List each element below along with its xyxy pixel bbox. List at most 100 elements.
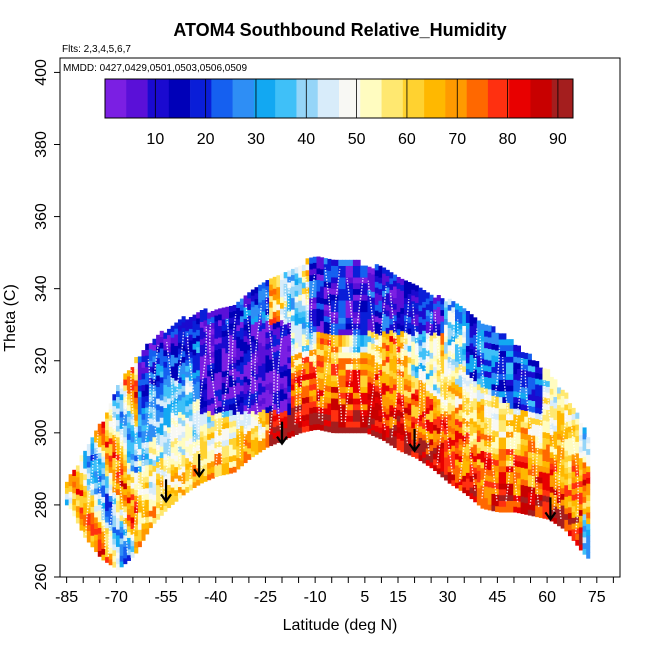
heat-cell <box>90 437 95 444</box>
heat-cell <box>163 349 168 357</box>
heat-cell <box>272 311 277 318</box>
heat-cell <box>465 351 470 358</box>
heat-cell <box>393 343 398 350</box>
heat-cell <box>272 421 277 428</box>
heat-cell <box>567 512 573 519</box>
heat-cell <box>378 404 383 411</box>
heat-cell <box>94 488 99 495</box>
heat-cell <box>462 389 467 396</box>
heat-cell <box>560 464 565 471</box>
heat-cell <box>444 474 449 481</box>
heat-cell <box>210 460 215 468</box>
heat-cell <box>301 345 306 352</box>
heat-cell <box>491 326 496 333</box>
heat-cell <box>407 351 412 358</box>
heat-cell <box>465 397 470 404</box>
heat-cell <box>480 433 485 440</box>
heat-cell <box>250 352 255 360</box>
heat-cell <box>491 487 496 494</box>
heat-cell <box>393 378 398 385</box>
heat-cell <box>141 436 146 443</box>
heat-cell <box>145 482 150 489</box>
heat-cell <box>469 435 474 442</box>
heat-cell <box>411 352 416 359</box>
heat-cell <box>575 516 580 523</box>
heat-cell <box>549 474 554 482</box>
heat-cell <box>560 487 565 494</box>
heat-cell <box>185 457 190 464</box>
heat-cell <box>225 404 230 411</box>
heat-cell <box>429 294 434 301</box>
heat-cell <box>393 274 398 281</box>
colorbar-swatch <box>360 79 382 118</box>
heat-cell <box>374 287 379 294</box>
heat-cell <box>214 407 219 414</box>
heat-cell <box>134 530 139 537</box>
heat-cell <box>586 465 591 473</box>
heat-cell <box>422 353 427 360</box>
heat-cell <box>119 526 124 533</box>
heat-cell <box>520 357 525 365</box>
heat-cell <box>516 466 521 473</box>
heat-cell <box>331 403 336 411</box>
heat-cell <box>352 346 357 353</box>
heat-cell <box>323 292 328 299</box>
heat-cell <box>145 389 150 397</box>
heat-cell <box>498 425 503 432</box>
heat-cell <box>156 404 161 411</box>
heat-cell <box>316 343 321 350</box>
heat-cell <box>250 301 255 308</box>
heat-cell <box>247 378 252 385</box>
heat-cell <box>228 346 234 353</box>
heat-cell <box>516 368 521 375</box>
heat-cell <box>352 323 357 330</box>
heat-cell <box>265 320 270 327</box>
heat-cell <box>557 410 562 417</box>
colorbar-swatch <box>509 79 531 118</box>
heat-cell <box>425 413 430 420</box>
heat-cell <box>101 490 106 498</box>
heat-cell <box>473 455 478 462</box>
heat-cell <box>465 345 470 352</box>
heat-cell <box>112 394 117 401</box>
heat-cell <box>440 355 445 363</box>
heat-cell <box>538 500 543 507</box>
heat-cell <box>433 447 438 454</box>
heat-cell <box>327 380 332 387</box>
heat-cell <box>411 295 416 302</box>
heat-cell <box>535 361 540 368</box>
heat-cell <box>542 437 547 444</box>
heat-cell <box>411 439 416 446</box>
heat-cell <box>422 359 427 366</box>
heat-cell <box>312 377 317 384</box>
heat-cell <box>301 385 306 393</box>
heat-cell <box>141 465 146 472</box>
heat-cell <box>527 405 532 412</box>
heat-cell <box>280 302 285 309</box>
heat-cell <box>181 431 186 438</box>
heat-cell <box>269 376 274 383</box>
heat-cell <box>126 468 131 475</box>
heat-cell <box>320 291 325 299</box>
heat-cell <box>524 485 529 492</box>
heat-cell <box>192 383 197 390</box>
heat-cell <box>156 409 161 416</box>
heat-cell <box>294 371 299 378</box>
heat-cell <box>250 358 255 365</box>
heat-cell <box>356 259 361 266</box>
heat-cell <box>367 347 372 354</box>
heat-cell <box>436 387 441 394</box>
heat-cell <box>232 379 237 387</box>
heat-cell <box>458 323 463 330</box>
heat-cell <box>403 395 408 402</box>
heat-cell <box>148 435 153 442</box>
heat-cell <box>414 302 419 309</box>
heat-cell <box>203 435 208 442</box>
heat-cell <box>403 441 408 449</box>
heat-cell <box>495 350 500 357</box>
heat-cell <box>334 404 339 411</box>
heat-cell <box>112 561 117 568</box>
heat-cell <box>345 311 350 318</box>
heat-cell <box>341 363 347 370</box>
heat-cell <box>334 369 339 376</box>
